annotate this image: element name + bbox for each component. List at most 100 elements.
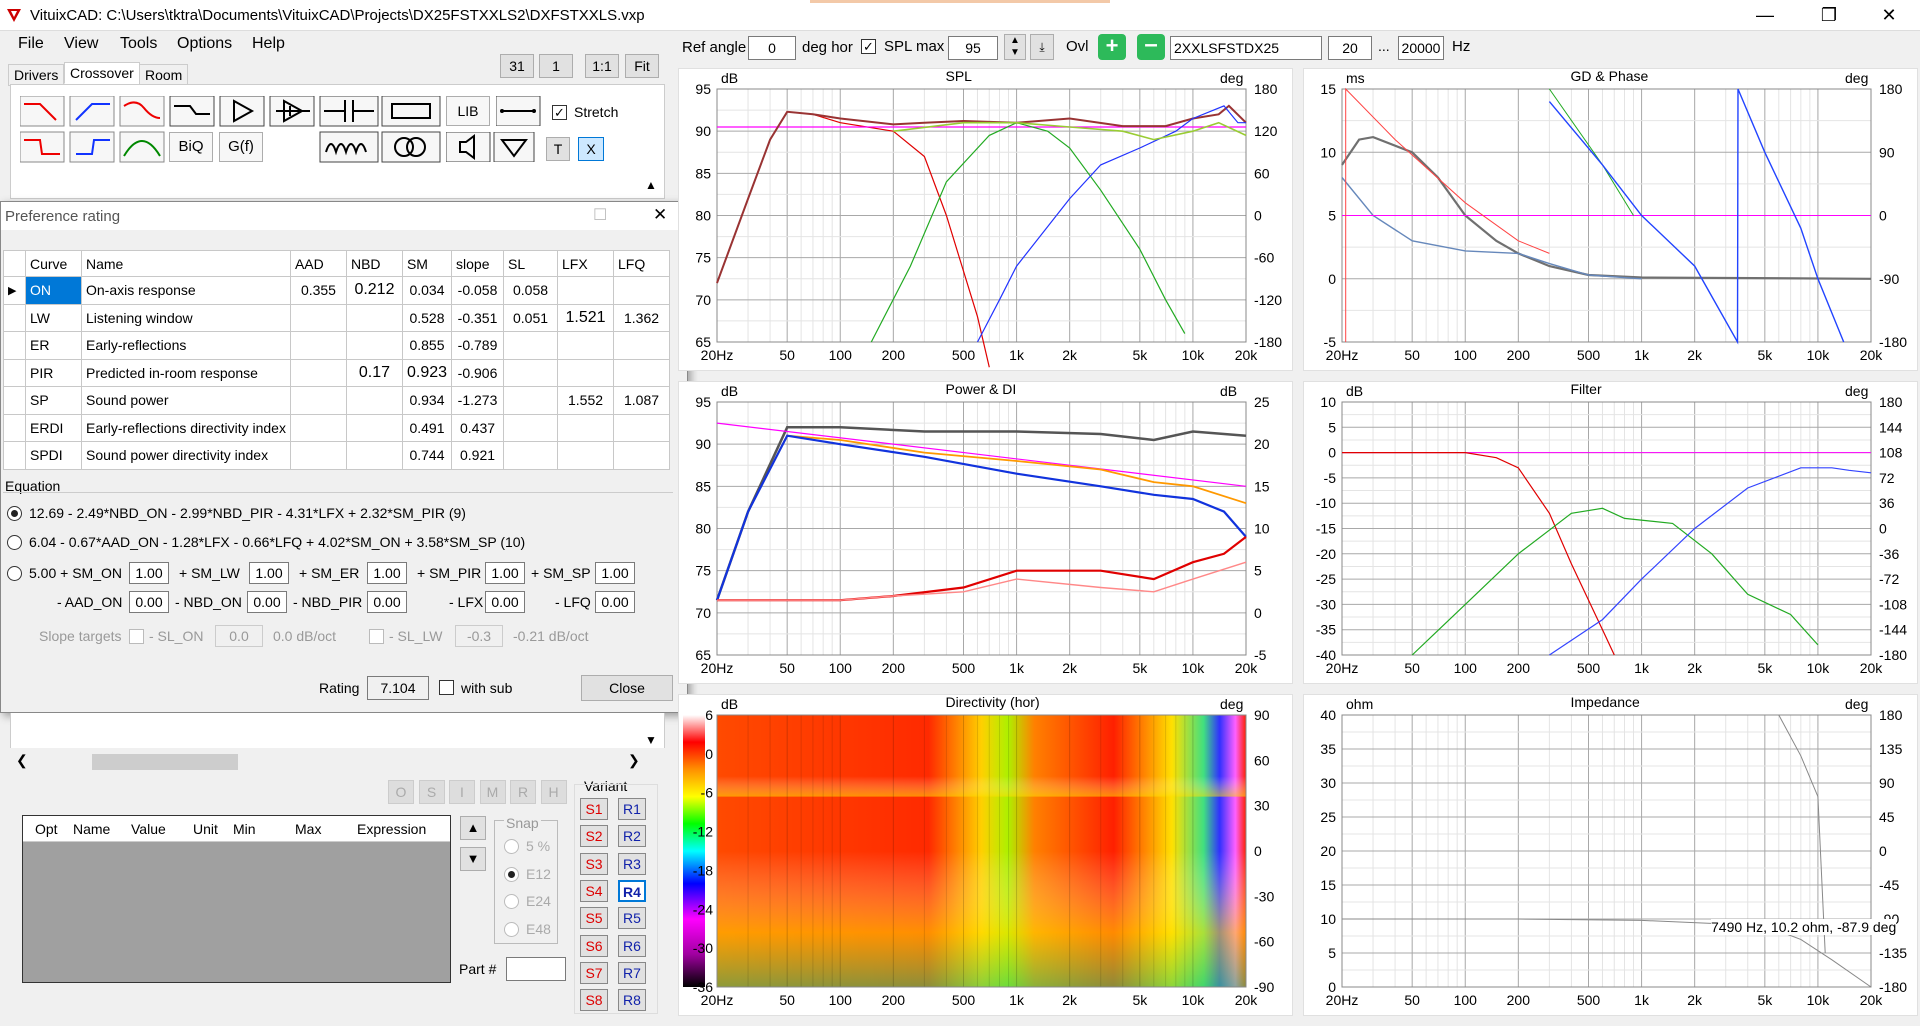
- sm-sp-weight-input[interactable]: 1.00: [595, 562, 635, 584]
- menu-options[interactable]: Options: [177, 35, 233, 52]
- transformer-icon[interactable]: [381, 131, 441, 163]
- sl-on-input[interactable]: 0.0: [215, 625, 263, 647]
- ref-angle-input[interactable]: 0: [748, 36, 796, 60]
- speaker-icon[interactable]: [446, 132, 491, 162]
- remove-overlay-icon[interactable]: –: [1137, 33, 1165, 60]
- variant-s3-button[interactable]: S3: [580, 852, 608, 875]
- row-selector[interactable]: [3, 413, 26, 442]
- nbd-pir-weight-input[interactable]: 0.00: [367, 591, 407, 613]
- library-button[interactable]: LIB: [446, 96, 490, 126]
- snap-5-radio[interactable]: [504, 839, 519, 854]
- variant-r1-button[interactable]: R1: [618, 798, 646, 820]
- spl-chart[interactable]: 20Hz 50 100 200 500 1k 2k 5k 10k 20k 95 90 85 80 75 70 6…: [678, 68, 1293, 371]
- variant-r4-button[interactable]: R4: [618, 879, 646, 902]
- with-sub-checkbox[interactable]: [439, 680, 454, 695]
- sl-on-checkbox[interactable]: [129, 629, 144, 644]
- menu-view[interactable]: View: [64, 35, 99, 52]
- move-up-icon[interactable]: ▲: [460, 816, 486, 840]
- snap-e24-radio[interactable]: [504, 894, 519, 909]
- zoom-31-button[interactable]: 31: [500, 54, 534, 78]
- lfx-weight-input[interactable]: 0.00: [485, 591, 525, 613]
- ground-icon[interactable]: [493, 132, 535, 162]
- variant-r3-button[interactable]: R3: [618, 852, 646, 875]
- row-selector[interactable]: [3, 386, 26, 415]
- optimizer-o-button[interactable]: O: [388, 780, 414, 804]
- row-selector[interactable]: [3, 358, 26, 387]
- rating-row[interactable]: SPDI Sound power directivity index 0.744 0.…: [3, 441, 671, 470]
- sm-lw-weight-input[interactable]: 1.00: [249, 562, 289, 584]
- lfq-weight-input[interactable]: 0.00: [595, 591, 635, 613]
- filter-chart[interactable]: 20Hz 50 100 200 500 1k 2k 5k 10k 20k 10 5 0 -5 -10 -15-…: [1303, 381, 1918, 684]
- move-down-icon[interactable]: ▼: [460, 847, 486, 871]
- directivity-chart[interactable]: 20Hz 50 100 200 500 1k 2k 5k 10k 20k 6 0 -6 -12 -18 -24…: [678, 694, 1293, 1016]
- menu-tools[interactable]: Tools: [120, 35, 158, 52]
- sm-er-weight-input[interactable]: 1.00: [367, 562, 407, 584]
- variant-s8-button[interactable]: S8: [580, 989, 608, 1012]
- snap-e12-radio[interactable]: [504, 866, 519, 882]
- zoom-1-button[interactable]: 1: [539, 54, 573, 78]
- spl-plot[interactable]: 20Hz 50 100 200 500 1k 2k 5k 10k 20k 95 90 85 80 75 70 6…: [679, 69, 1292, 370]
- wire-icon[interactable]: [496, 96, 546, 126]
- spl-max-input[interactable]: 95: [948, 36, 998, 60]
- rating-row[interactable]: SP Sound power 0.934 -1.273 1.552 1.087: [3, 386, 671, 415]
- dialog-close-icon[interactable]: ✕: [653, 205, 668, 224]
- fit-button[interactable]: Fit: [625, 54, 659, 78]
- aad-on-weight-input[interactable]: 0.00: [129, 591, 169, 613]
- optimizer-r-button[interactable]: R: [510, 780, 536, 804]
- variant-r2-button[interactable]: R2: [618, 825, 646, 848]
- sl-lw-input[interactable]: -0.3: [455, 625, 503, 647]
- t-button[interactable]: T: [546, 137, 570, 161]
- horizontal-scrollbar-thumb[interactable]: [92, 754, 238, 770]
- lowpass-1b-icon[interactable]: [20, 131, 65, 163]
- scroll-down-icon[interactable]: ▼: [645, 733, 657, 747]
- zoom-1to1-button[interactable]: 1:1: [585, 54, 619, 78]
- row-selector[interactable]: [3, 331, 26, 360]
- dir-plot[interactable]: 20Hz 50 100 200 500 1k 2k 5k 10k 20k60-6-12-18-24…: [679, 695, 1292, 1015]
- rating-row[interactable]: ▶ ON On-axis response 0.355 0.212 0.034 -0.058…: [3, 276, 671, 305]
- gf-button[interactable]: G(f): [219, 132, 263, 162]
- sm-on-weight-input[interactable]: 1.00: [129, 562, 169, 584]
- filter-plot[interactable]: 20Hz 50 100 200 500 1k 2k 5k 10k 20k1050-5-10-15-…: [1304, 382, 1917, 683]
- rating-row[interactable]: ER Early-reflections 0.855 -0.789: [3, 331, 671, 360]
- resistor-icon[interactable]: [381, 96, 441, 127]
- part-number-input[interactable]: [506, 957, 566, 981]
- row-selector[interactable]: [3, 303, 26, 332]
- lowpass-1-icon[interactable]: [20, 96, 65, 127]
- equation-9-radio[interactable]: [7, 506, 22, 521]
- highpass-1b-icon[interactable]: [69, 131, 115, 163]
- bandpass-icon[interactable]: [119, 131, 165, 163]
- equation-10-radio[interactable]: [7, 535, 22, 550]
- freq-min-input[interactable]: 20: [1328, 36, 1372, 60]
- gd-phase-chart[interactable]: 20Hz 50 100 200 500 1k 2k 5k 10k 20k 15 10 5 0 -5 180 90…: [1303, 68, 1918, 371]
- row-selector[interactable]: ▶: [3, 276, 26, 305]
- tab-crossover[interactable]: Crossover: [64, 62, 140, 84]
- variant-s5-button[interactable]: S5: [580, 907, 608, 930]
- biquad-button[interactable]: BiQ: [169, 132, 213, 162]
- optimizer-s-button[interactable]: S: [418, 780, 445, 804]
- sl-lw-checkbox[interactable]: [369, 629, 384, 644]
- spl-max-checkbox[interactable]: ✓: [861, 39, 876, 54]
- close-window-icon[interactable]: ✕: [1881, 5, 1897, 25]
- buffer-icon[interactable]: [219, 96, 265, 127]
- overlay-name-input[interactable]: 2XXLSFSTDX25: [1170, 36, 1322, 60]
- variant-s1-button[interactable]: S1: [580, 798, 608, 820]
- sm-pir-weight-input[interactable]: 1.00: [485, 562, 525, 584]
- variant-s7-button[interactable]: S7: [580, 961, 608, 984]
- spl-fit-icon[interactable]: ⤓: [1030, 34, 1054, 60]
- row-selector[interactable]: [3, 441, 26, 470]
- nbd-on-weight-input[interactable]: 0.00: [247, 591, 287, 613]
- variant-r7-button[interactable]: R7: [618, 961, 646, 984]
- optimizer-m-button[interactable]: M: [479, 780, 506, 804]
- spl-spin-icon[interactable]: ▲ ▼: [1004, 34, 1026, 60]
- freq-max-input[interactable]: 20000: [1398, 36, 1444, 60]
- minimize-icon[interactable]: —: [1756, 5, 1774, 25]
- opamp-icon[interactable]: [269, 96, 315, 127]
- menu-help[interactable]: Help: [252, 35, 285, 52]
- scroll-right-icon[interactable]: ❯: [628, 752, 640, 768]
- capacitor-icon[interactable]: [319, 96, 379, 127]
- x-button[interactable]: X: [578, 137, 604, 161]
- variant-r8-button[interactable]: R8: [618, 989, 646, 1012]
- menu-file[interactable]: File: [18, 35, 44, 52]
- scroll-up-icon[interactable]: ▲: [645, 178, 657, 192]
- scroll-left-icon[interactable]: ❮: [16, 752, 28, 768]
